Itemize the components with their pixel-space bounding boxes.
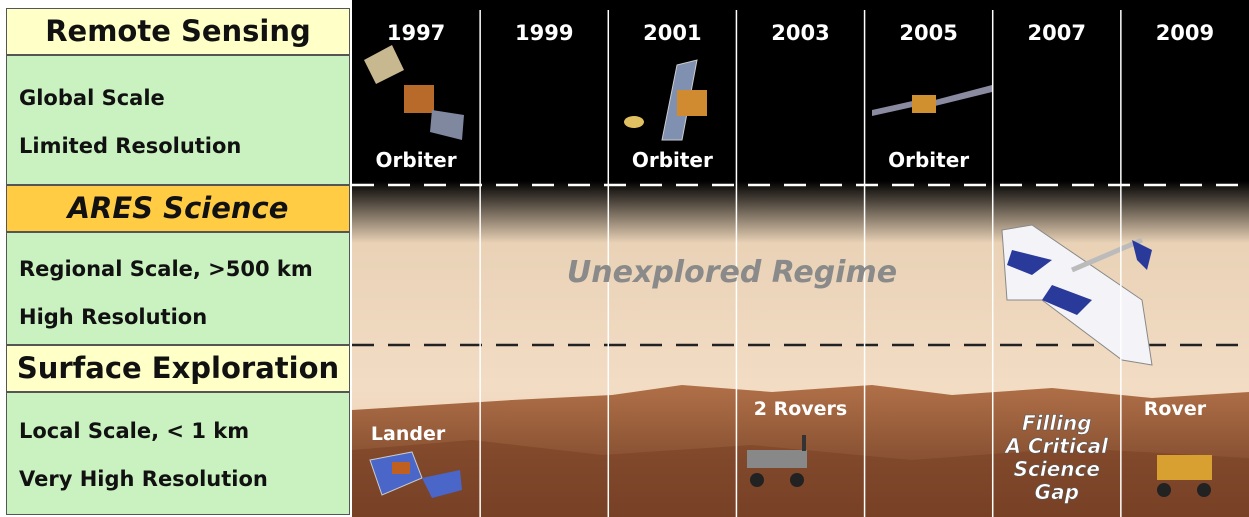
surface-label: Rover	[1144, 398, 1207, 420]
timeline: 1997 Orbiter Lander 1999 2001 Orbiter 2003 2 Ro…	[352, 0, 1249, 517]
page: Remote Sensing Global Scale Limited Reso…	[0, 0, 1249, 517]
section-line: Regional Scale, >500 km	[19, 257, 313, 281]
section-line: High Resolution	[19, 305, 207, 329]
year-label: 1997	[387, 21, 445, 45]
section-box: Regional Scale, >500 km High Resolution	[6, 232, 350, 345]
left-panel: Remote Sensing Global Scale Limited Reso…	[6, 8, 350, 515]
year-label: 2007	[1028, 21, 1086, 45]
section-line: Limited Resolution	[19, 134, 241, 158]
orbiter-label: Orbiter	[632, 148, 713, 172]
section-box: Global Scale Limited Resolution	[6, 55, 350, 185]
year-label: 2001	[643, 21, 701, 45]
note-line: A Critical	[1004, 434, 1110, 458]
orbiter-label: Orbiter	[888, 148, 969, 172]
section-line: Local Scale, < 1 km	[19, 419, 249, 443]
year-label: 2003	[771, 21, 829, 45]
note-line: Gap	[1035, 480, 1079, 504]
surface-label: Lander	[371, 423, 446, 445]
year-label: 2009	[1156, 21, 1214, 45]
note-line: Science	[1014, 457, 1100, 481]
section-heading: Remote Sensing	[6, 8, 350, 55]
section-heading: ARES Science	[6, 185, 350, 232]
section-line: Very High Resolution	[19, 467, 268, 491]
region-label: Unexplored Regime	[567, 255, 897, 290]
section-heading: Surface Exploration	[6, 345, 350, 392]
surface-label: 2 Rovers	[754, 398, 847, 420]
note-line: Filling	[1022, 411, 1092, 435]
section-line: Global Scale	[19, 86, 165, 110]
year-label: 2005	[899, 21, 957, 45]
section-box: Local Scale, < 1 km Very High Resolution	[6, 392, 350, 515]
year-label: 1999	[515, 21, 573, 45]
orbiter-label: Orbiter	[376, 148, 457, 172]
